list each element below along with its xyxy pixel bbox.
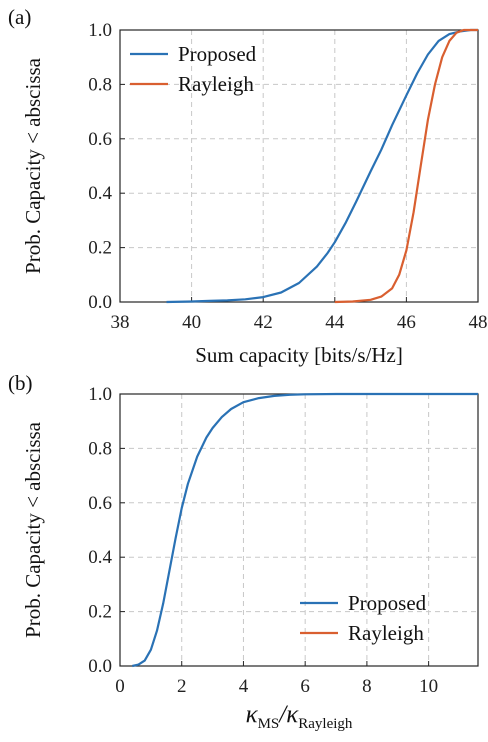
y-tick-label: 1.0 [88,384,112,405]
x-tick-label: 2 [177,676,187,697]
y-tick-label: 0.4 [88,183,112,204]
axes-box [119,29,479,303]
x-tick-label: 4 [239,676,249,697]
y-tick-label: 0.6 [88,493,112,514]
series-line-proposed [132,392,478,668]
x-tick-label: 6 [300,676,310,697]
y-tick-label: 0.0 [88,656,112,677]
chart-panel-b: (b) 0 2 4 6 8 10 0.0 0.2 0.4 0.6 0.8 1.0 Prob. Capaci… [8,371,479,732]
x-tick-label: 44 [325,312,345,333]
y-tick-label: 0.2 [88,602,112,623]
x-tick-label: 8 [362,676,372,697]
y-tick-label: 0.8 [88,74,112,95]
x-tick-label: 46 [397,312,416,333]
y-tick-label: 0.0 [88,292,112,313]
x-tick-label: 38 [111,312,130,333]
x-axis-label: Sum capacity [bits/s/Hz] [195,343,403,367]
x-axis-label-part: κ [246,701,259,728]
x-axis-label: κMS/κRayleigh [246,701,353,732]
series-line-rayleigh [334,28,478,304]
legend-label-proposed: Proposed [348,591,427,615]
x-axis-label-part: Rayleigh [298,716,353,732]
x-tick-label: 40 [182,312,201,333]
panel-label: (a) [8,5,31,29]
legend-label-rayleigh: Rayleigh [178,72,254,96]
x-axis-label-part: /κ [277,701,299,728]
y-axis-label: Prob. Capacity < abscissa [21,57,45,274]
x-tick-label: 48 [469,312,488,333]
x-tick-label: 42 [254,312,273,333]
axes-box [119,393,479,667]
legend-label-rayleigh: Rayleigh [348,621,424,645]
x-tick-label: 0 [115,676,125,697]
y-tick-label: 1.0 [88,20,112,41]
legend: Proposed Rayleigh [300,591,427,645]
x-axis-label-part: MS [258,716,280,732]
x-tick-label: 10 [419,676,438,697]
y-tick-label: 0.6 [88,129,112,150]
panel-label: (b) [8,371,33,395]
y-tick-label: 0.4 [88,547,112,568]
y-tick-label: 0.2 [88,238,112,259]
y-tick-label: 0.8 [88,438,112,459]
y-axis-label: Prob. Capacity < abscissa [21,421,45,638]
series-line-proposed [166,28,478,304]
legend: Proposed Rayleigh [130,42,257,96]
legend-label-proposed: Proposed [178,42,257,66]
chart-panel-a: (a) 38 40 42 44 46 48 0.0 0.2 0.4 0.6 0.8 1.0 Prob. C… [8,5,488,367]
